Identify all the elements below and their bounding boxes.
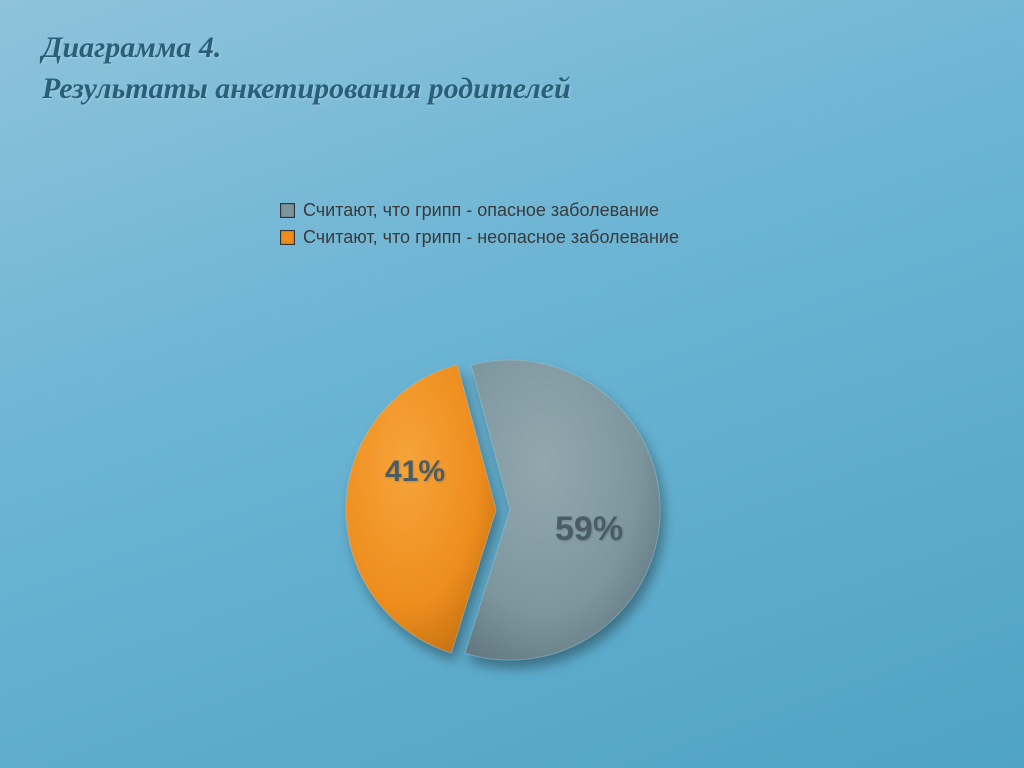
legend-label: Считают, что грипп - неопасное заболеван…	[303, 227, 679, 248]
slice-label-59: 59%	[555, 510, 623, 549]
pie-chart: 41% 59%	[300, 300, 720, 720]
pie-slice	[346, 365, 496, 653]
slide-header: Диаграмма 4. Результаты анкетирования ро…	[0, 0, 1024, 109]
legend-marker-icon	[280, 230, 295, 245]
legend-item: Считают, что грипп - неопасное заболеван…	[280, 227, 679, 248]
pie-svg	[300, 300, 720, 720]
title-line-2: Результаты анкетирования родителей	[42, 69, 982, 110]
legend-label: Считают, что грипп - опасное заболевание	[303, 200, 659, 221]
slice-label-41: 41%	[385, 455, 445, 489]
legend-marker-icon	[280, 203, 295, 218]
title-line-1: Диаграмма 4.	[42, 28, 982, 69]
legend-item: Считают, что грипп - опасное заболевание	[280, 200, 679, 221]
chart-legend: Считают, что грипп - опасное заболевание…	[280, 200, 679, 254]
